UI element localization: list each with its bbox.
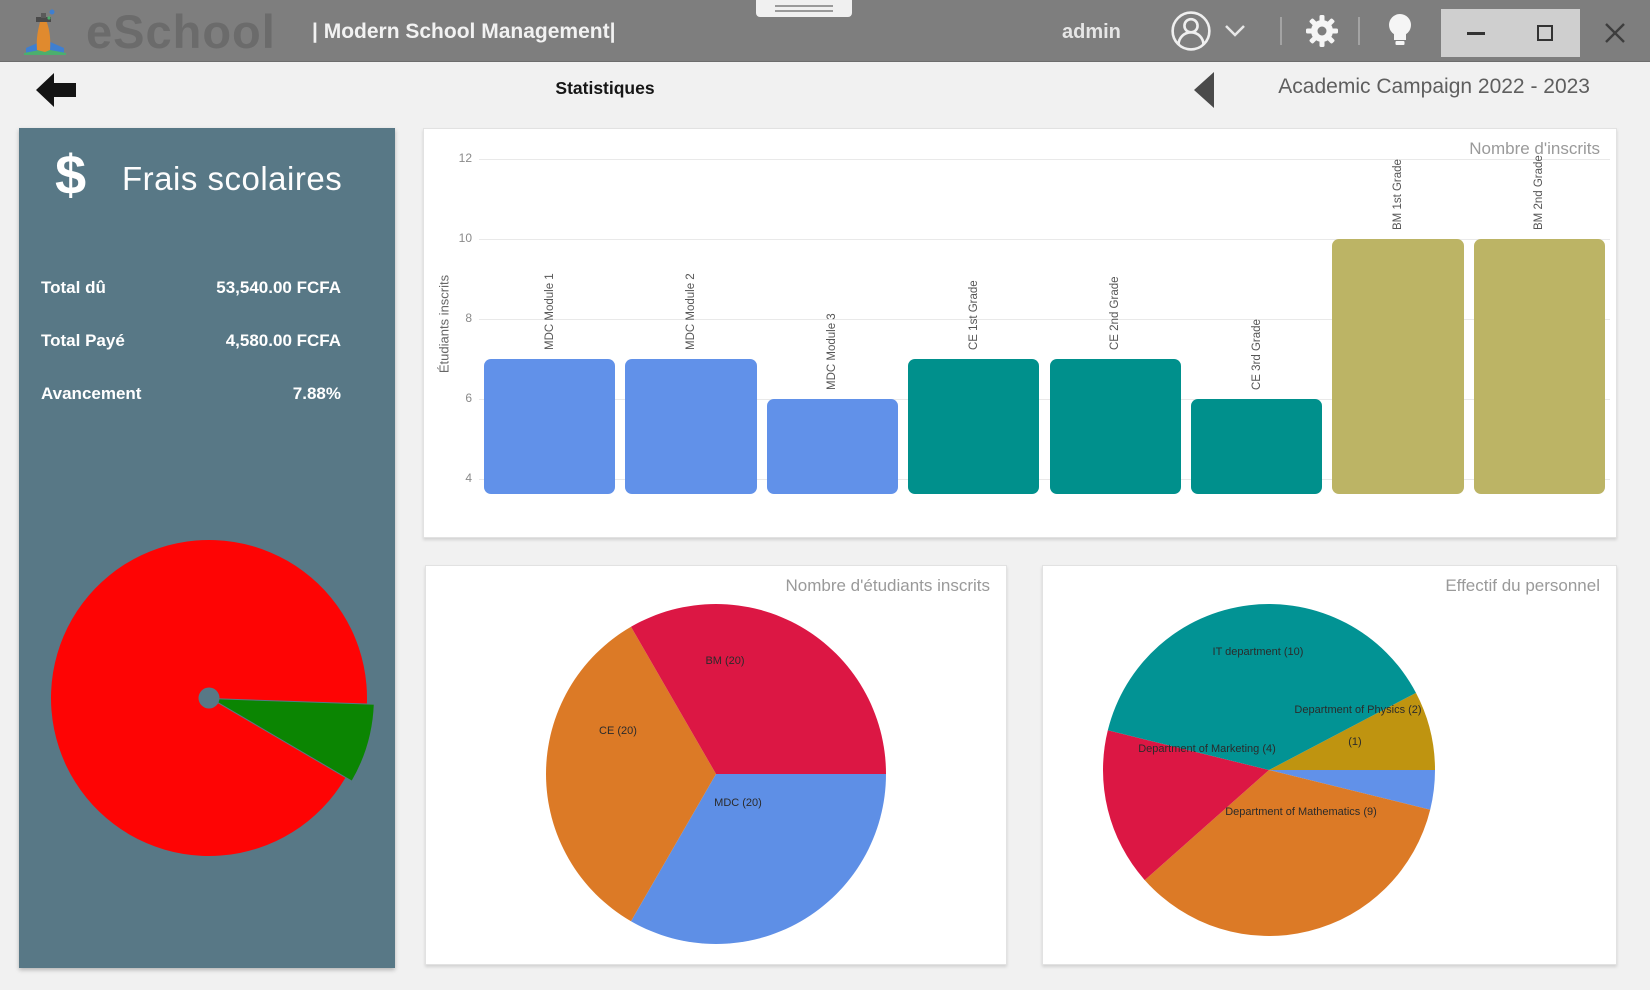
close-icon (1605, 23, 1625, 43)
staff-pie-title: Effectif du personnel (1445, 576, 1600, 595)
app-tagline: | Modern School Management| (312, 20, 616, 43)
pie-slice-ce-20[interactable] (546, 626, 716, 922)
pie-slice-mdc-20[interactable] (631, 774, 886, 944)
bar-category-label: CE 3rd Grade (1250, 319, 1263, 390)
pie-slice-label: Department of Marketing (4) (1138, 743, 1276, 755)
pie-slice-label: CE (20) (599, 725, 637, 737)
y-tick-label: 10 (458, 231, 472, 245)
theme-bulb-icon[interactable] (1382, 0, 1418, 62)
bar-ce-2nd-grade[interactable] (1049, 359, 1181, 494)
students-pie-card: Nombre d'étudiants inscrits MDC (20) CE (… (425, 565, 1007, 965)
y-tick-label: 12 (458, 151, 472, 165)
campaign-label: Academic Campaign 2022 - 2023 (1278, 75, 1590, 98)
app-logo-icon (24, 9, 66, 55)
pie-slice-it-department-10[interactable] (1107, 604, 1416, 770)
pie-slice-1[interactable] (1269, 769, 1435, 810)
fees-row-label: Avancement (41, 384, 142, 403)
gridline (479, 399, 1610, 400)
bar-category-label: MDC Module 1 (543, 273, 556, 350)
pie-slice-pay-7-88[interactable] (208, 697, 376, 784)
students-pie-chart: MDC (20) CE (20) BM (20) (546, 604, 886, 944)
fees-row-total-paid: Total Payé 4,580.00 FCFA (41, 331, 341, 353)
app-name: eSchool (86, 5, 276, 58)
pie-slice-department-of-physics-2[interactable] (1269, 692, 1435, 770)
bar-category-label: BM 2nd Grade (1533, 155, 1546, 230)
user-menu-chevron-icon[interactable] (1222, 0, 1248, 62)
fees-panel: $ Frais scolaires Total dû 53,540.00 FCF… (19, 128, 395, 968)
y-tick-label: 6 (465, 391, 472, 405)
fees-row-progress: Avancement 7.88% (41, 384, 341, 406)
nav-row: Statistiques Academic Campaign 2022 - 20… (0, 63, 1650, 120)
bar-bm-1st-grade[interactable] (1332, 239, 1464, 494)
user-avatar-icon[interactable] (1168, 0, 1214, 62)
maximize-icon (1537, 25, 1554, 41)
page-title: Statistiques (555, 78, 655, 98)
pie-slice-label: Department of Physics (2) (1294, 704, 1421, 716)
gridline (479, 159, 1610, 160)
minimize-button[interactable] (1441, 9, 1511, 57)
fees-row-total-due: Total dû 53,540.00 FCFA (41, 278, 341, 300)
titlebar-divider (1358, 17, 1360, 45)
titlebar-divider (1280, 17, 1282, 45)
pie-slice-label: BM (20) (705, 655, 744, 667)
gridline (479, 319, 1610, 320)
pie-slice-bm-20[interactable] (631, 604, 886, 774)
bar-chart-title: Nombre d'inscrits (1469, 139, 1600, 158)
window-drag-handle[interactable] (756, 0, 852, 17)
fees-panel-title: Frais scolaires (122, 160, 343, 197)
pie-slice-label: Department of Mathematics (9) (1225, 806, 1377, 818)
bar-mdc-module-1[interactable] (484, 359, 616, 494)
bar-category-label: CE 2nd Grade (1109, 276, 1122, 350)
username-label[interactable]: admin (1062, 21, 1121, 43)
fees-row-value: 7.88% (292, 384, 341, 403)
y-tick-label: 8 (465, 311, 472, 325)
y-tick-label: 4 (465, 471, 472, 485)
bar-chart-plot: 4 6 8 10 12 MDC Module 1 MDC Module 2 MDC Modul… (424, 129, 1616, 537)
bar-category-label: CE 1st Grade (967, 280, 980, 350)
pie-slice-label: MDC (20) (714, 797, 762, 809)
maximize-button[interactable] (1511, 9, 1581, 57)
bar-mdc-module-3[interactable] (766, 399, 899, 494)
pie-slice-label: IT department (10) (1213, 646, 1304, 658)
fees-row-label: Total Payé (41, 331, 125, 350)
bar-ce-1st-grade[interactable] (908, 359, 1040, 494)
pie-slice-label: (1) (1348, 736, 1361, 748)
staff-pie-card: Effectif du personnel Department of Phys… (1042, 565, 1617, 965)
bar-category-label: BM 1st Grade (1391, 159, 1404, 230)
pie-slice-department-of-marketing-4[interactable] (1103, 730, 1269, 881)
bar-category-label: MDC Module 3 (826, 313, 839, 390)
gridline (479, 479, 1610, 480)
bar-ce-3rd-grade[interactable] (1190, 399, 1323, 494)
settings-gear-icon[interactable] (1302, 0, 1342, 62)
minimize-icon (1466, 31, 1485, 35)
bar-bm-2nd-grade[interactable] (1473, 239, 1605, 494)
staff-pie-chart: Department of Physics (2) (1) Department o… (1103, 604, 1435, 937)
titlebar: eSchool | Modern School Management| admi… (0, 0, 1650, 62)
pie-center-dot (198, 687, 220, 709)
gridline (479, 239, 1610, 240)
bar-category-label: MDC Module 2 (685, 273, 698, 350)
window-controls-panel (1441, 9, 1580, 57)
back-button[interactable] (36, 73, 76, 107)
campaign-prev-button[interactable] (1192, 71, 1216, 109)
close-button[interactable] (1592, 9, 1638, 57)
fees-row-label: Total dû (41, 278, 106, 297)
fees-row-value: 53,540.00 FCFA (216, 278, 341, 297)
fees-progress-pie-chart (50, 540, 376, 857)
bar-mdc-module-2[interactable] (625, 359, 757, 494)
pie-slice-department-of-mathematics-9[interactable] (1144, 770, 1431, 937)
students-pie-title: Nombre d'étudiants inscrits (785, 576, 991, 595)
fees-row-value: 4,580.00 FCFA (225, 331, 341, 350)
dollar-icon: $ (55, 143, 87, 206)
